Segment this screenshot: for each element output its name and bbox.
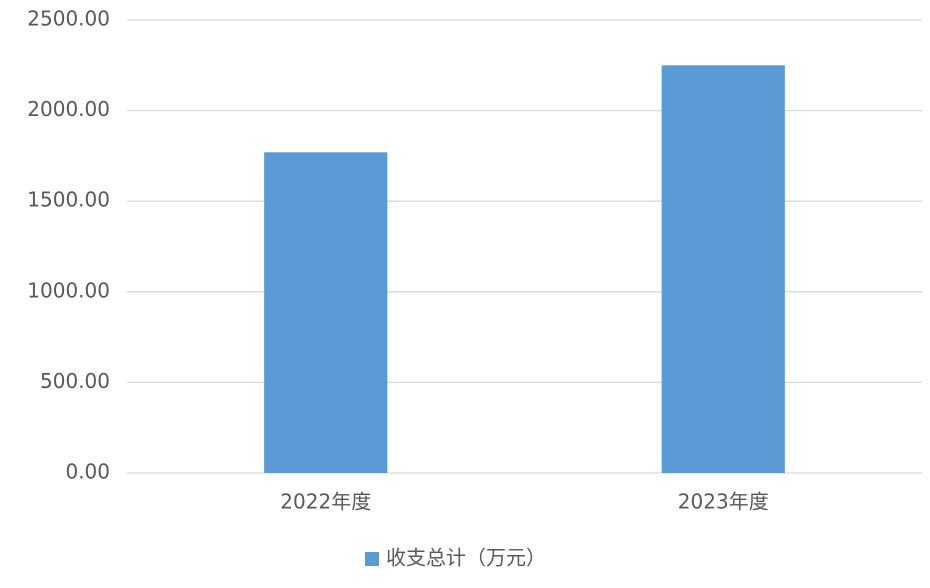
bar <box>661 65 785 474</box>
y-tick-label: 1000.00 <box>27 278 110 302</box>
y-tick-label: 2500.00 <box>27 7 110 31</box>
x-tick-label: 2023年度 <box>678 490 769 514</box>
y-tick-label: 1500.00 <box>27 188 110 212</box>
x-tick-label: 2022年度 <box>280 490 371 514</box>
y-tick-label: 2000.00 <box>27 97 110 121</box>
legend-label: 收支总计（万元） <box>386 546 546 570</box>
y-tick-label: 500.00 <box>40 369 110 393</box>
y-tick-label: 0.00 <box>65 460 110 484</box>
legend-swatch <box>365 552 379 566</box>
bar <box>264 152 388 473</box>
